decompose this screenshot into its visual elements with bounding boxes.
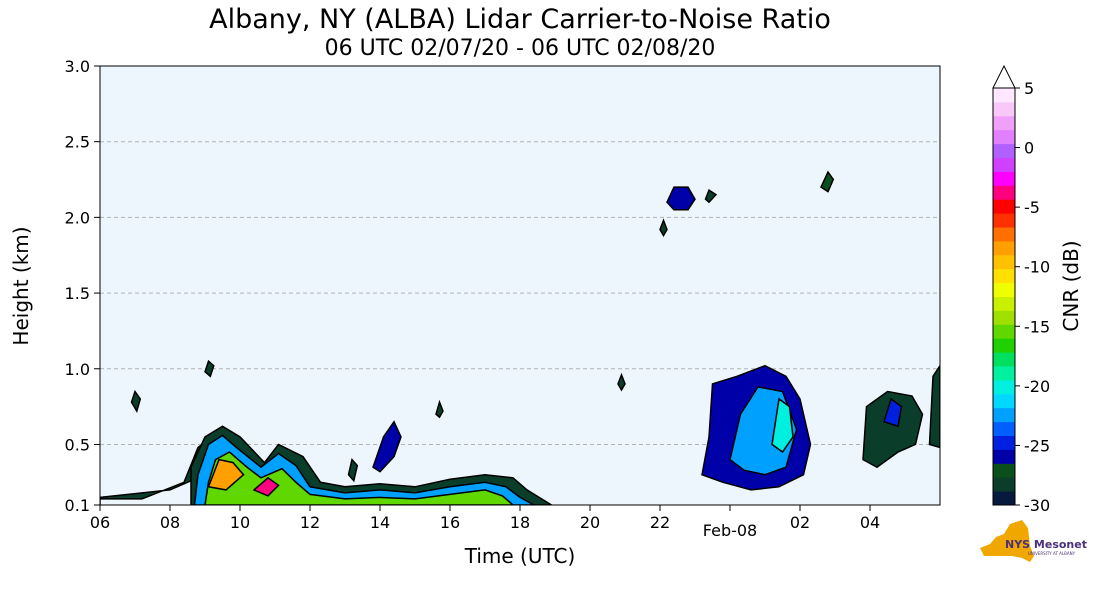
cnr-region-3 — [204, 451, 515, 505]
colorbar-segment-11 — [993, 338, 1015, 353]
x-tick-label-8: 22 — [650, 513, 670, 532]
colorbar-tick-label-0: 5 — [1024, 79, 1034, 98]
x-axis: 06 08 10 12 14 16 18 20 22 Feb-08 02 04 — [90, 505, 880, 540]
colorbar-segment-6 — [993, 407, 1015, 423]
colorbar-tick-label-7: -30 — [1024, 496, 1050, 515]
colorbar-tick-label-3: -10 — [1024, 258, 1050, 277]
colorbar-extend-arrow — [992, 64, 1016, 89]
colorbar-segment-15 — [993, 282, 1015, 297]
cnr-region-8 — [771, 397, 794, 454]
x-tick-label-7: 20 — [580, 513, 600, 532]
x-tick-label-11: 04 — [860, 513, 880, 532]
colorbar-segment-10 — [993, 352, 1015, 367]
colorbar-segment-16 — [993, 268, 1015, 284]
colorbar-segment-3 — [993, 449, 1015, 464]
colorbar-segment-28 — [993, 101, 1015, 117]
colorbar: 5 0 -5 -10 -15 -20 -25 -30 — [992, 64, 1050, 515]
x-tick-label-5: 16 — [440, 513, 460, 532]
colorbar-segment-17 — [993, 254, 1015, 270]
cnr-region-17 — [130, 389, 142, 413]
colorbar-segment-12 — [993, 324, 1015, 339]
cnr-region-19 — [435, 399, 444, 419]
x-tick-label-9: Feb-08 — [703, 521, 757, 540]
y-tick-label-2: 1.0 — [65, 360, 90, 379]
x-tick-label-10: 02 — [790, 513, 810, 532]
y-axis-label: Height (km) — [9, 226, 33, 345]
cnr-region-11 — [928, 364, 940, 449]
cnr-region-14 — [704, 188, 718, 204]
y-tick-label-0: 0.1 — [65, 496, 90, 515]
cnr-region-5 — [252, 476, 280, 497]
colorbar-segment-21 — [993, 199, 1015, 214]
colorbar-segment-27 — [993, 115, 1015, 131]
colorbar-segment-2 — [993, 463, 1015, 478]
cnr-region-16 — [204, 359, 215, 378]
y-tick-label-3: 1.5 — [65, 284, 90, 303]
colorbar-tick-label-4: -15 — [1024, 317, 1050, 336]
colorbar-segment-24 — [993, 157, 1015, 172]
cnr-regions — [100, 170, 940, 505]
colorbar-segment-9 — [993, 366, 1015, 381]
logo-subtext: UNIVERSITY AT ALBANY — [1028, 551, 1076, 556]
y-tick-label-5: 2.5 — [65, 133, 90, 152]
x-tick-label-1: 08 — [160, 513, 180, 532]
colorbar-segment-22 — [993, 185, 1015, 200]
colorbar-segment-5 — [993, 421, 1015, 436]
colorbar-segment-7 — [993, 393, 1015, 409]
y-axis: 0.1 0.5 1.0 1.5 2.0 2.5 3.0 — [65, 57, 100, 515]
cnr-region-4 — [207, 458, 245, 491]
y-tick-label-1: 0.5 — [65, 435, 90, 454]
colorbar-segment-13 — [993, 310, 1015, 325]
x-tick-label-3: 12 — [300, 513, 320, 532]
x-tick-label-0: 06 — [90, 513, 110, 532]
colorbar-tick-label-1: 0 — [1024, 139, 1034, 158]
cnr-region-10 — [883, 397, 903, 428]
colorbar-segment-26 — [993, 129, 1015, 145]
x-axis-label: Time (UTC) — [464, 544, 576, 568]
cnr-region-13 — [659, 218, 668, 237]
cnr-region-15 — [820, 170, 835, 193]
x-tick-label-2: 10 — [230, 513, 250, 532]
colorbar-segment-0 — [993, 491, 1015, 506]
cnr-region-21 — [347, 458, 359, 483]
ny-state-shape — [980, 520, 1034, 562]
colorbar-segment-25 — [993, 143, 1015, 158]
cnr-region-12 — [666, 186, 696, 211]
colorbar-segment-14 — [993, 296, 1015, 311]
y-tick-label-4: 2.0 — [65, 208, 90, 227]
y-tick-label-6: 3.0 — [65, 57, 90, 76]
colorbar-tick-label-2: -5 — [1024, 198, 1040, 217]
colorbar-segment-1 — [993, 477, 1015, 492]
cnr-region-9 — [862, 390, 924, 469]
nys-mesonet-logo: NYS Mesonet UNIVERSITY AT ALBANY — [980, 520, 1087, 562]
colorbar-frame — [992, 87, 1016, 506]
logo-text: NYS Mesonet — [1005, 538, 1087, 551]
x-tick-label-4: 14 — [370, 513, 390, 532]
colorbar-tick-label-5: -20 — [1024, 377, 1050, 396]
chart-subtitle: 06 UTC 02/07/20 - 06 UTC 02/08/20 — [324, 36, 716, 61]
colorbar-segment-19 — [993, 227, 1015, 242]
colorbar-segment-18 — [993, 240, 1015, 256]
colorbar-segment-20 — [993, 213, 1015, 228]
colorbar-segment-23 — [993, 171, 1015, 186]
colorbar-segment-29 — [993, 88, 1015, 103]
cnr-region-18 — [372, 420, 402, 473]
cnr-region-20 — [617, 372, 626, 392]
colorbar-label: CNR (dB) — [1059, 240, 1083, 331]
x-tick-label-6: 18 — [510, 513, 530, 532]
colorbar-segment-8 — [993, 379, 1015, 395]
chart-title: Albany, NY (ALBA) Lidar Carrier-to-Noise… — [209, 4, 831, 35]
colorbar-tick-label-6: -25 — [1024, 436, 1050, 455]
colorbar-segment-4 — [993, 435, 1015, 450]
